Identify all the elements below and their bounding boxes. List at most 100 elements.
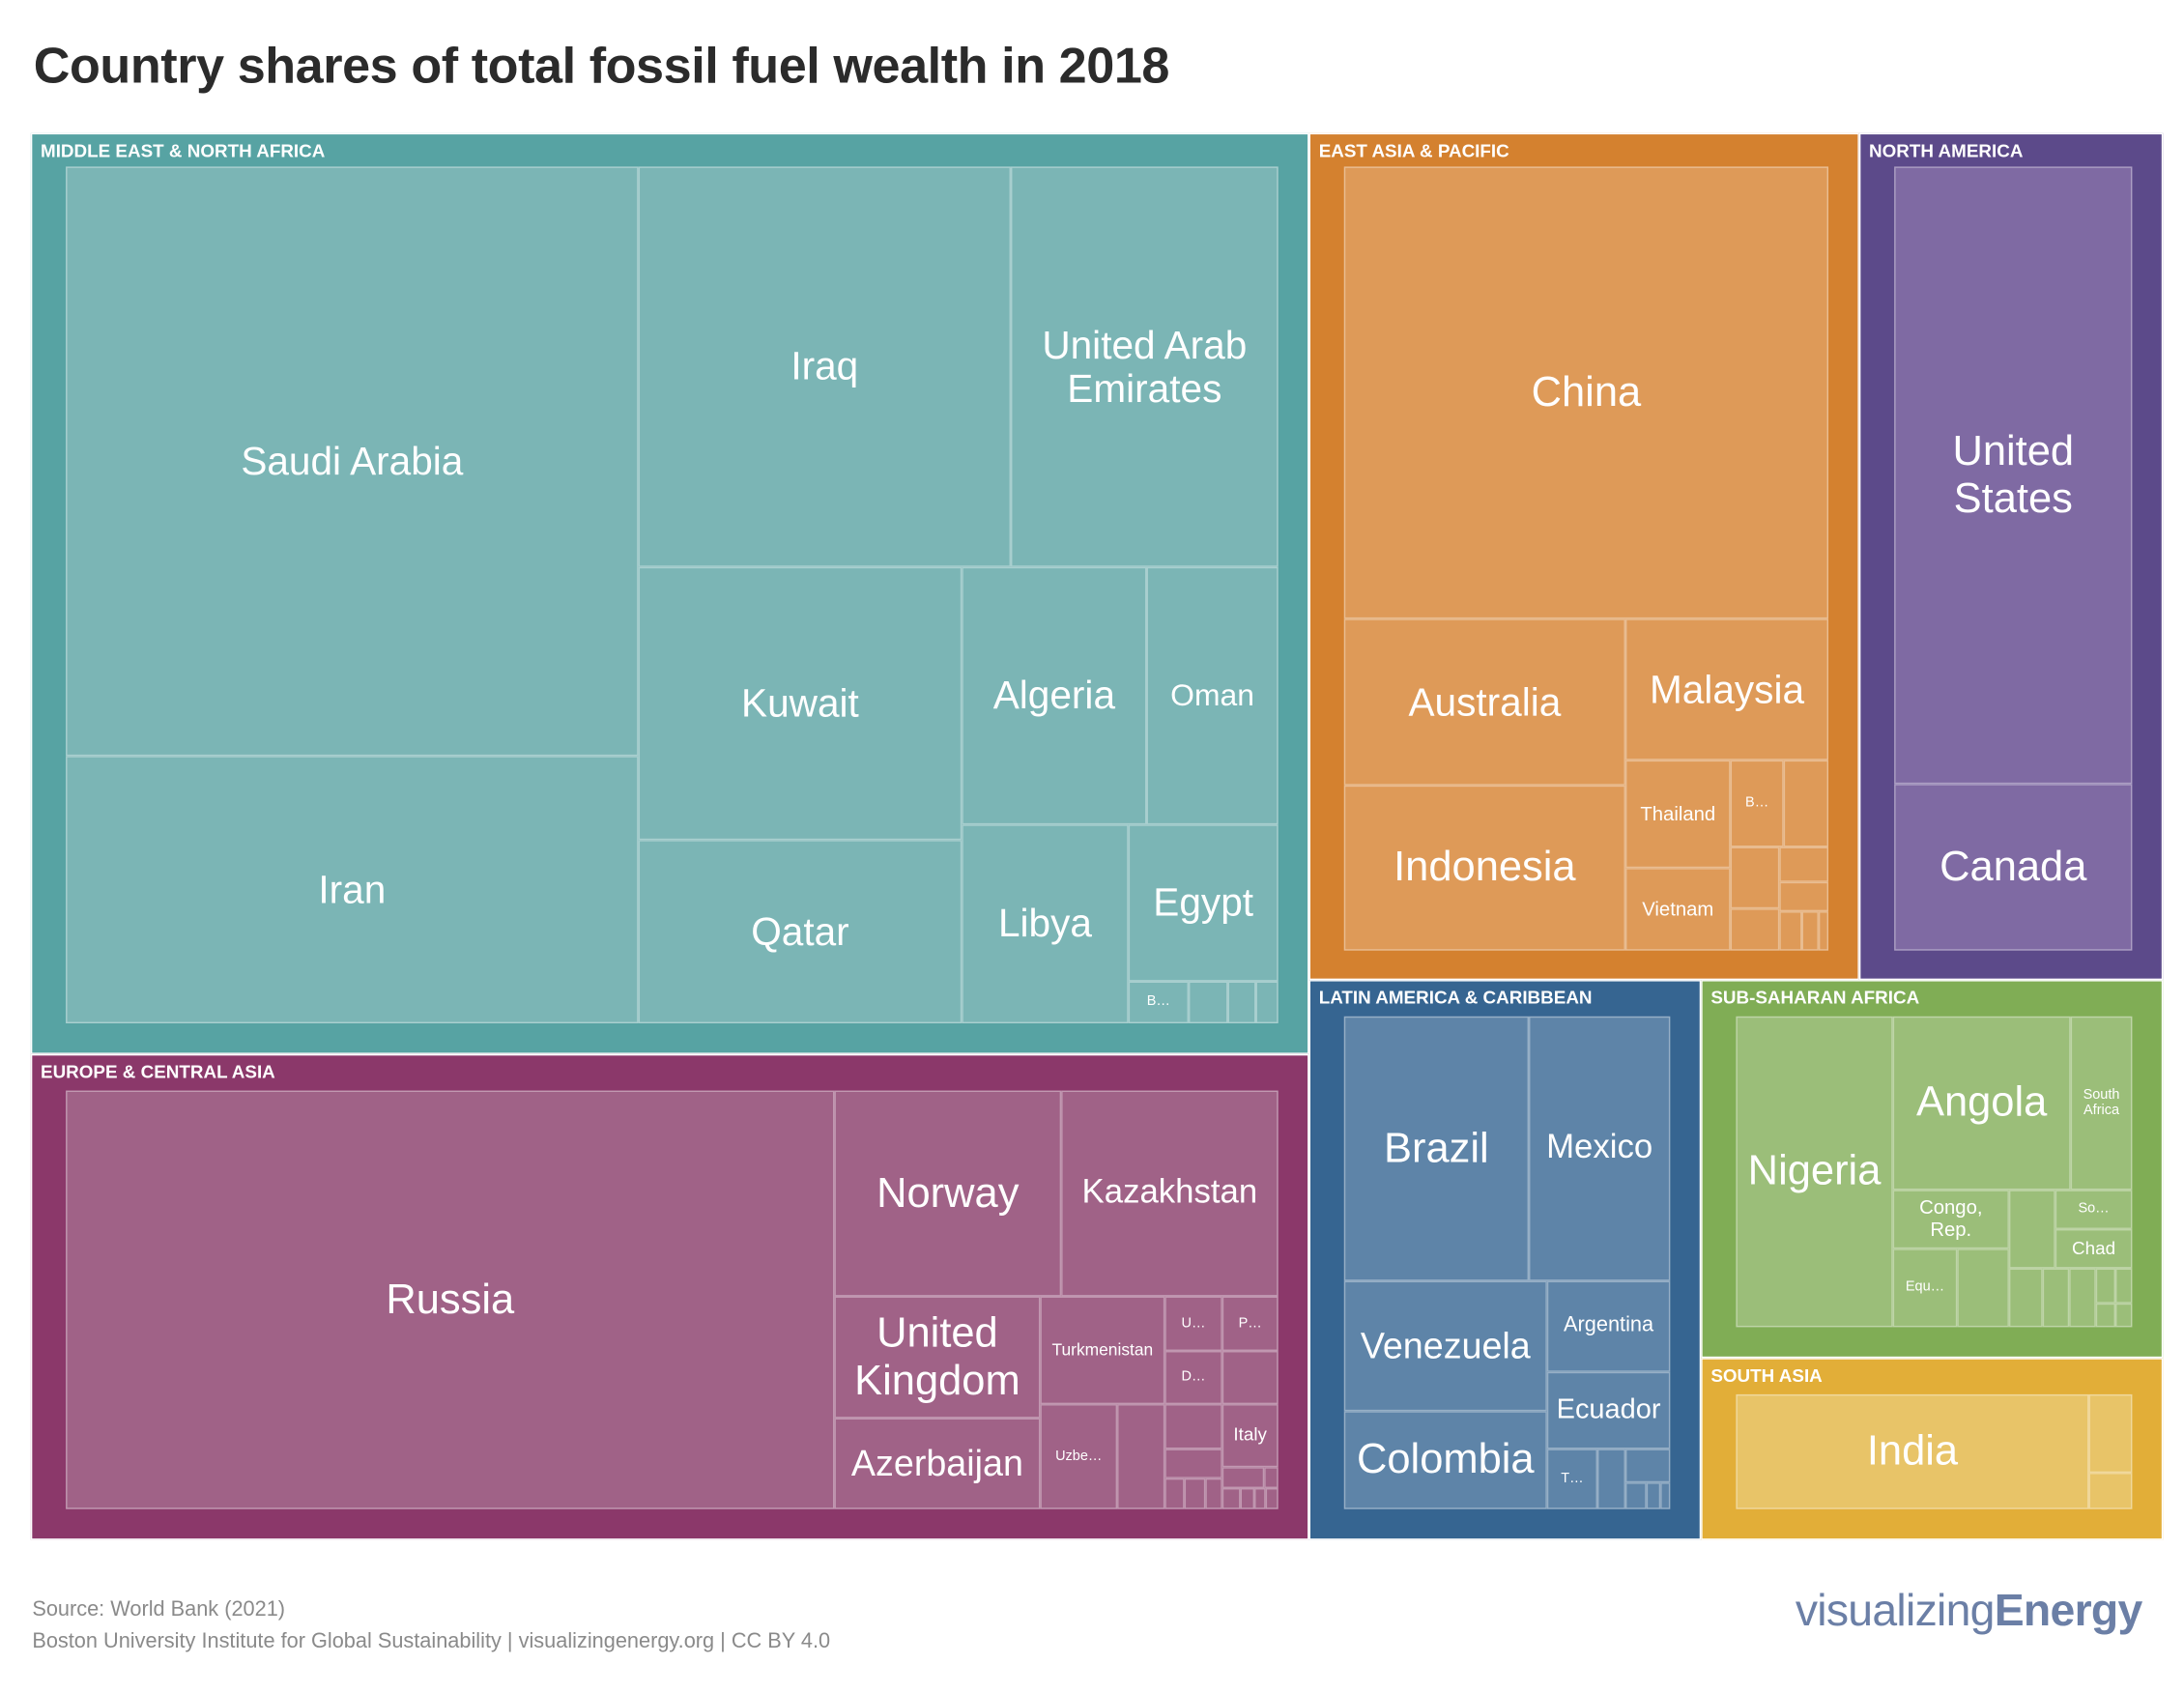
cell-unlabelled [2095,1303,2116,1328]
cell-uzbe: Uzbe… [1040,1404,1118,1509]
cell-brazil: Brazil [1343,1016,1530,1281]
cell-united-kingdom: United Kingdom [834,1296,1041,1419]
cell-congo-rep: Congo, Rep. [1892,1190,2009,1249]
cell-unlabelled [1596,1449,1625,1509]
cell-unlabelled [1205,1478,1222,1509]
cell-unlabelled [1957,1248,2009,1328]
cell-label: T… [1561,1471,1584,1487]
cell-label: D… [1181,1369,1206,1386]
region-label: EUROPE & CENTRAL ASIA [41,1061,275,1082]
cell-unlabelled [2088,1393,2133,1474]
cell-label: B… [1745,795,1769,812]
cell-unlabelled [1779,911,1802,951]
cell-b: B… [1128,981,1189,1024]
cell-unlabelled [2095,1268,2116,1304]
cell-label: Australia [1408,679,1562,724]
cell-label: Azerbaijan [850,1442,1023,1484]
cell-unlabelled [1221,1351,1279,1405]
logo-light: visualizing [1795,1584,1996,1636]
cell-unlabelled [1227,981,1256,1024]
cell-label: Angola [1915,1079,2048,1127]
cell-label: Uzbe… [1055,1449,1103,1465]
cell-unlabelled [1646,1482,1661,1509]
cell-egypt: Egypt [1128,824,1279,982]
cell-label: United Kingdom [854,1309,1020,1404]
cell-unlabelled [2008,1268,2043,1328]
cell-thailand: Thailand [1624,760,1731,869]
cell-label: P… [1238,1315,1262,1332]
cell-iran: Iran [66,756,639,1024]
cell-china: China [1343,166,1829,619]
region-label: NORTH AMERICA [1869,139,2024,161]
logo-bold: Energy [1994,1584,2143,1636]
cell-equ: Equ… [1892,1248,1958,1328]
cell-u: U… [1164,1296,1222,1352]
cell-label: Canada [1940,844,2087,890]
cell-kazakhstan: Kazakhstan [1061,1090,1279,1297]
footer: Source: World Bank (2021) Boston Univers… [32,1593,830,1658]
cell-b: B… [1730,760,1784,847]
cell-label: China [1531,369,1642,416]
region-europe-central-asia: EUROPE & CENTRAL ASIA Russia Norway Kazakhs… [30,1053,1309,1540]
cell-label: U… [1181,1315,1206,1332]
cell-unlabelled [1801,911,1819,951]
cell-unlabelled [1164,1404,1222,1449]
region-south-asia: SOUTH ASIA India [1701,1358,2164,1540]
chart-title: Country shares of total fossil fuel weal… [33,36,1170,95]
cell-ecuador: Ecuador [1546,1371,1671,1449]
cell-qatar: Qatar [638,840,963,1024]
cell-turkmenistan: Turkmenistan [1040,1296,1165,1405]
credit-note: Boston University Institute for Global S… [32,1629,831,1653]
cell-label: Colombia [1356,1436,1535,1483]
cell-italy: Italy [1221,1404,1279,1468]
cell-label: Venezuela [1360,1324,1531,1366]
cell-unlabelled [2042,1268,2070,1328]
region-label: SOUTH ASIA [1710,1364,1823,1387]
cell-nigeria: Nigeria [1736,1016,1893,1328]
cell-unlabelled [1117,1404,1165,1509]
cell-label: Saudi Arabia [241,439,464,483]
cell-label: Equ… [1905,1279,1945,1296]
cell-label: South Africa [2083,1087,2120,1119]
cell-label: Vietnam [1642,897,1714,920]
cell-russia: Russia [66,1090,835,1509]
cell-oman: Oman [1146,566,1279,825]
cell-label: Ecuador [1556,1394,1661,1426]
cell-unlabelled [2088,1473,2133,1509]
cell-venezuela: Venezuela [1343,1280,1547,1412]
cell-malaysia: Malaysia [1624,618,1829,760]
cell-label: Egypt [1153,880,1254,925]
cell-unlabelled [1164,1449,1222,1478]
region-label: SUB-SAHARAN AFRICA [1710,987,1920,1009]
region-label: EAST ASIA & PACIFIC [1318,139,1509,161]
region-east-asia-pacific: EAST ASIA & PACIFIC China Australia Malaysi… [1308,132,1859,981]
cell-label: Nigeria [1747,1148,1882,1195]
cell-unlabelled [1240,1487,1255,1509]
cell-unlabelled [2115,1303,2133,1328]
cell-argentina: Argentina [1546,1280,1671,1372]
cell-p: P… [1221,1296,1279,1352]
source-note: Source: World Bank (2021) [32,1596,286,1621]
cell-so: So… [2055,1190,2133,1229]
cell-label: Italy [1233,1423,1267,1446]
cell-label: Russia [386,1276,515,1323]
region-sub-saharan-africa: SUB-SAHARAN AFRICA Nigeria Angola South Afr… [1701,980,2164,1359]
cell-colombia: Colombia [1343,1411,1547,1509]
cell-united-arab-emirates: United Arab Emirates [1010,166,1279,567]
visualizing-energy-logo: visualizingEnergy [1796,1585,2142,1637]
region-label: LATIN AMERICA & CARIBBEAN [1318,987,1593,1009]
cell-label: Malaysia [1649,667,1805,711]
cell-label: Iraq [790,344,859,388]
cell-iraq: Iraq [638,166,1011,567]
cell-label: United States [1952,428,2075,522]
cell-unlabelled [1255,981,1279,1024]
cell-unlabelled [1265,1487,1279,1509]
cell-united-states: United States [1894,166,2133,785]
cell-label: Turkmenistan [1051,1339,1154,1360]
cell-label: Algeria [992,674,1116,718]
cell-unlabelled [1188,981,1228,1024]
cell-t: T… [1546,1449,1597,1509]
cell-azerbaijan: Azerbaijan [834,1418,1041,1509]
